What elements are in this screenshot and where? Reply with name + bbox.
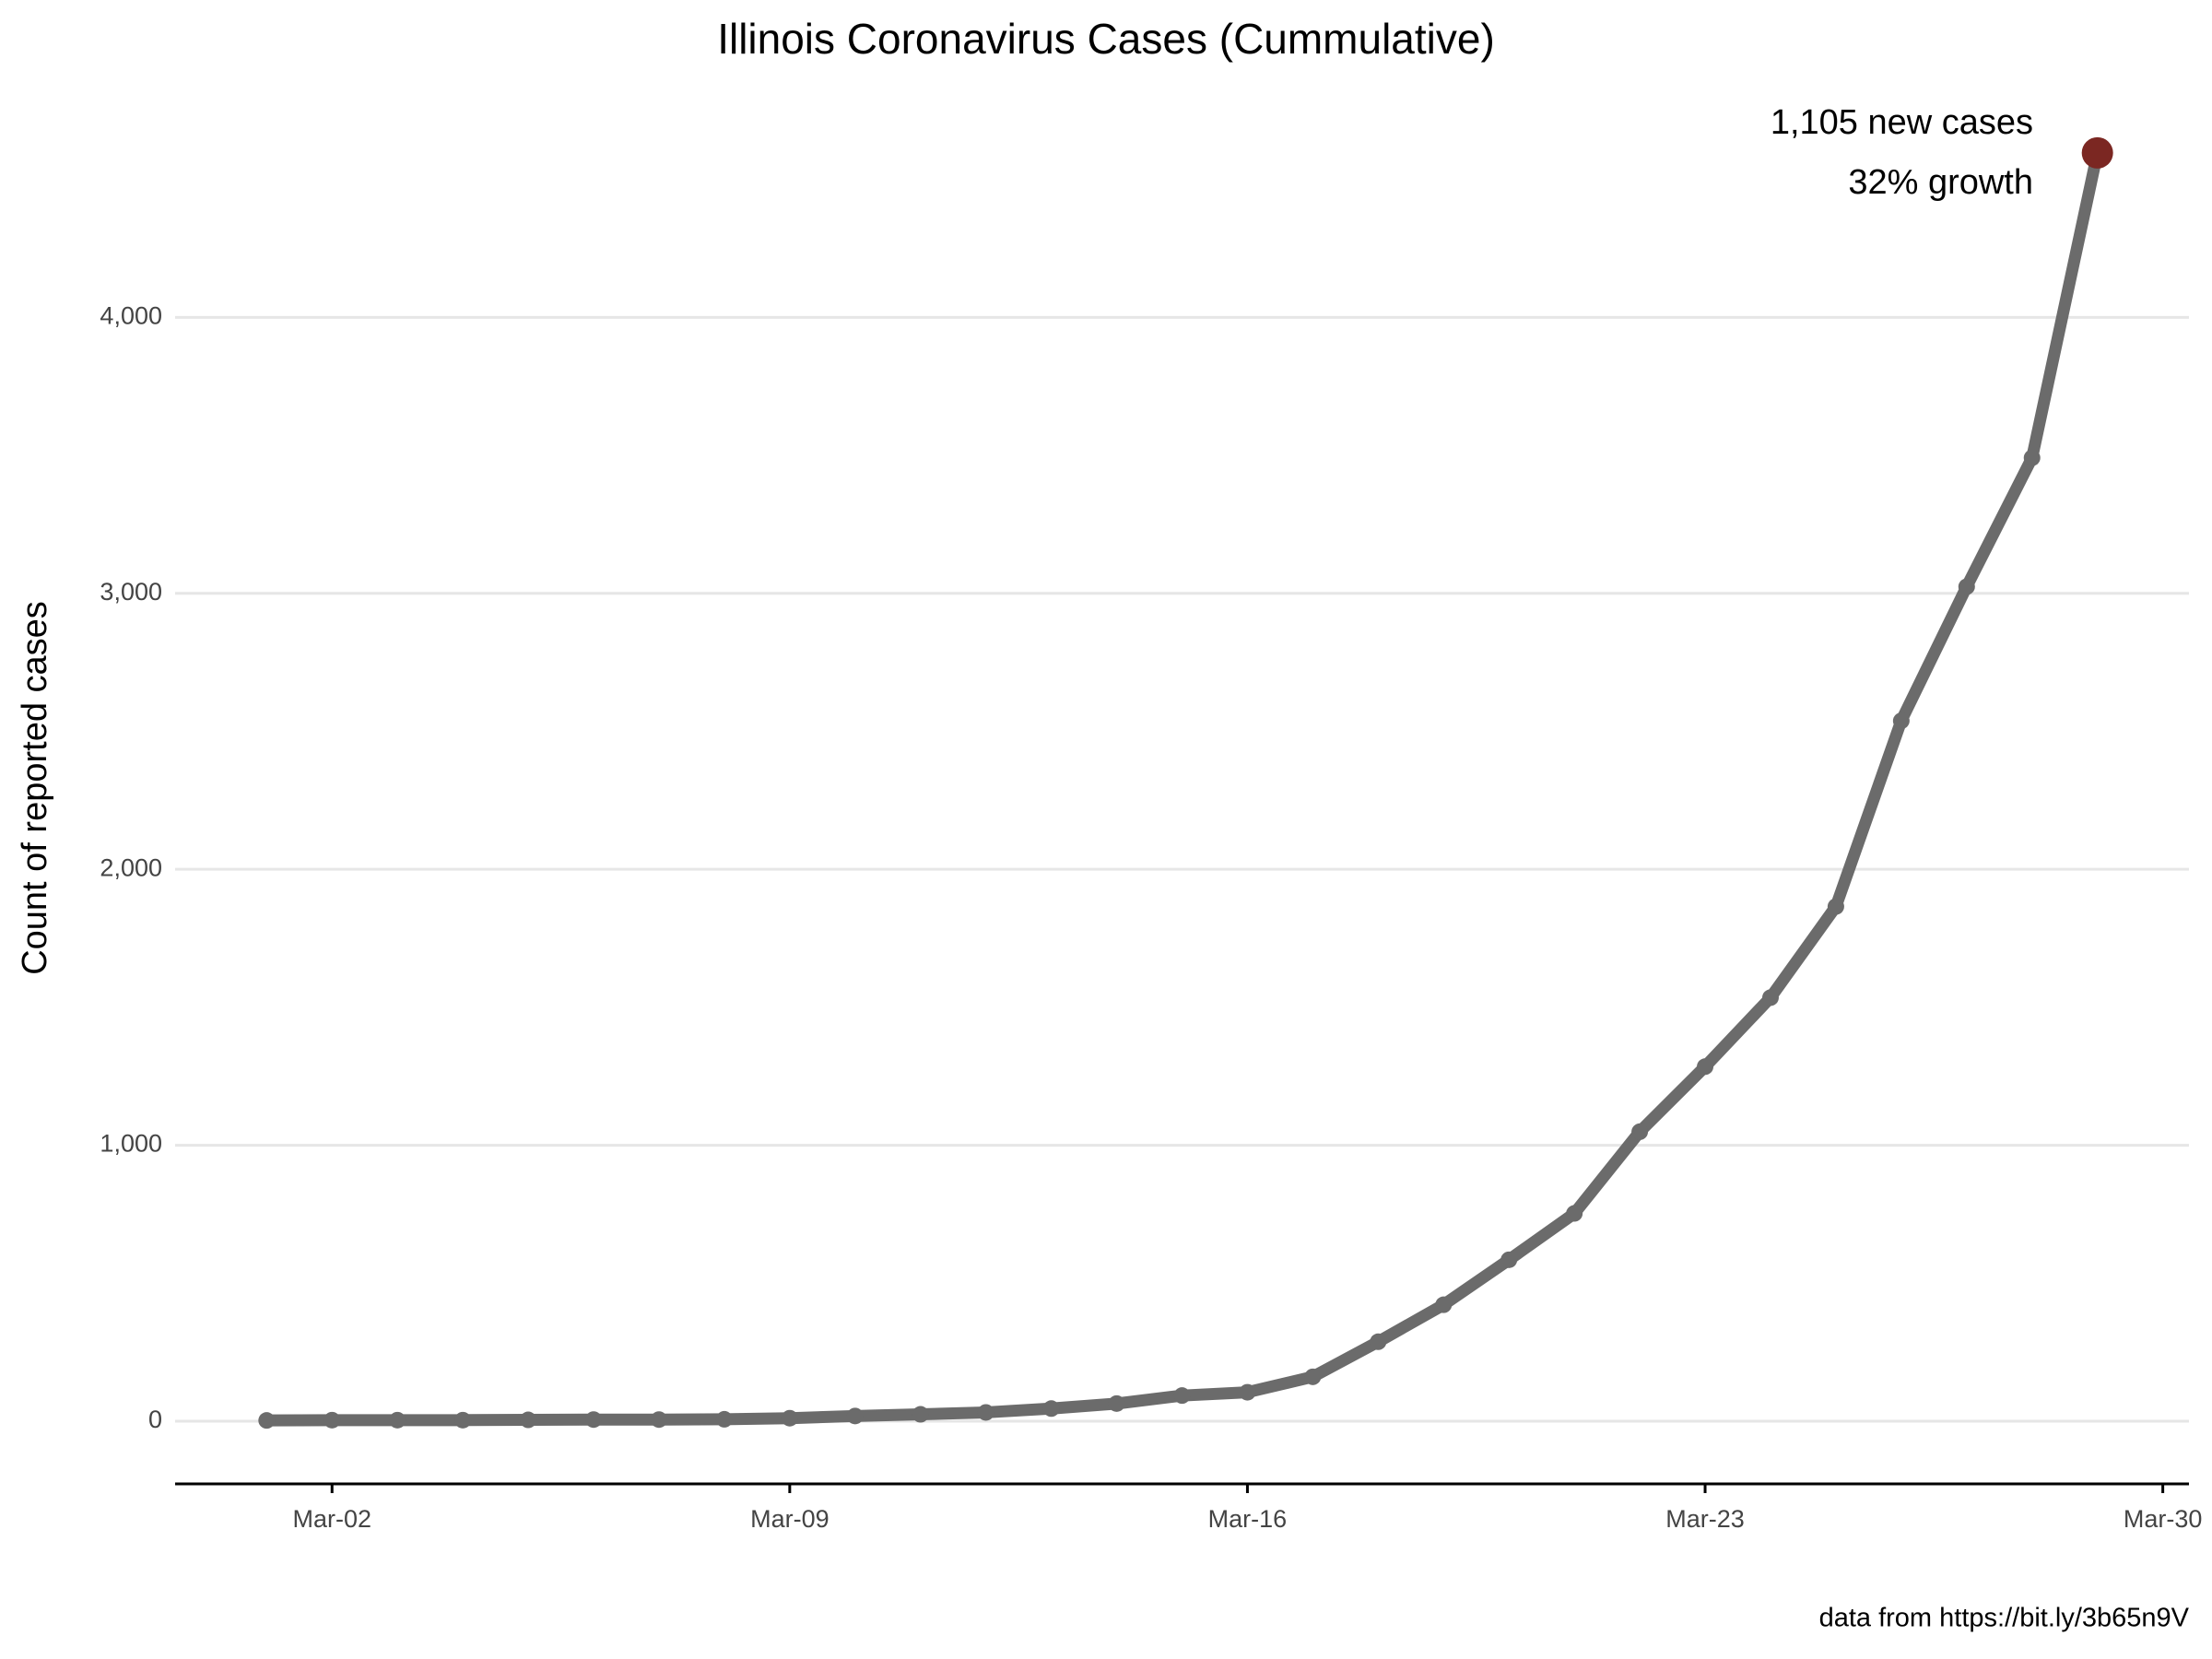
data-point xyxy=(1761,989,1779,1006)
data-point xyxy=(977,1404,994,1421)
x-tick-label: Mar-02 xyxy=(292,1505,371,1533)
data-point xyxy=(258,1412,276,1430)
data-point xyxy=(1304,1368,1322,1385)
caption: data from https://bit.ly/3b65n9V xyxy=(1819,1604,2190,1633)
data-point xyxy=(1173,1387,1191,1405)
y-tick-label: 3,000 xyxy=(100,578,162,606)
data-point xyxy=(846,1407,864,1425)
data-point xyxy=(1042,1400,1060,1418)
annotation: 1,105 new cases xyxy=(1771,103,2033,142)
annotation: 32% growth xyxy=(1848,163,2033,202)
data-point xyxy=(324,1411,341,1429)
data-point xyxy=(650,1411,667,1429)
data-point xyxy=(2023,449,2041,466)
data-point xyxy=(1697,1058,1714,1076)
data-point xyxy=(1239,1383,1256,1401)
chart-title: Illinois Coronavirus Cases (Cummulative) xyxy=(717,15,1495,63)
data-point xyxy=(1958,578,1975,595)
y-tick-label: 0 xyxy=(148,1406,162,1433)
data-point xyxy=(1500,1251,1518,1268)
x-tick-label: Mar-23 xyxy=(1665,1505,1745,1533)
data-point xyxy=(389,1411,406,1429)
data-point xyxy=(585,1411,603,1429)
data-point xyxy=(1435,1296,1453,1313)
data-point xyxy=(781,1409,798,1427)
data-point xyxy=(454,1411,472,1429)
data-point xyxy=(1827,898,1844,915)
y-axis-label: Count of reported cases xyxy=(16,601,54,975)
data-point xyxy=(1370,1333,1387,1350)
data-point xyxy=(1631,1123,1649,1140)
x-tick-label: Mar-30 xyxy=(2124,1505,2203,1533)
data-point xyxy=(715,1410,733,1428)
data-point xyxy=(1566,1205,1583,1222)
y-tick-label: 4,000 xyxy=(100,301,162,329)
x-tick-label: Mar-16 xyxy=(1208,1505,1288,1533)
data-point xyxy=(520,1411,537,1429)
y-tick-label: 2,000 xyxy=(100,853,162,881)
data-point xyxy=(1892,712,1910,730)
x-tick-label: Mar-09 xyxy=(750,1505,830,1533)
data-point xyxy=(1108,1394,1125,1412)
highlight-point xyxy=(2081,136,2113,169)
data-point xyxy=(912,1406,929,1423)
y-tick-label: 1,000 xyxy=(100,1130,162,1158)
